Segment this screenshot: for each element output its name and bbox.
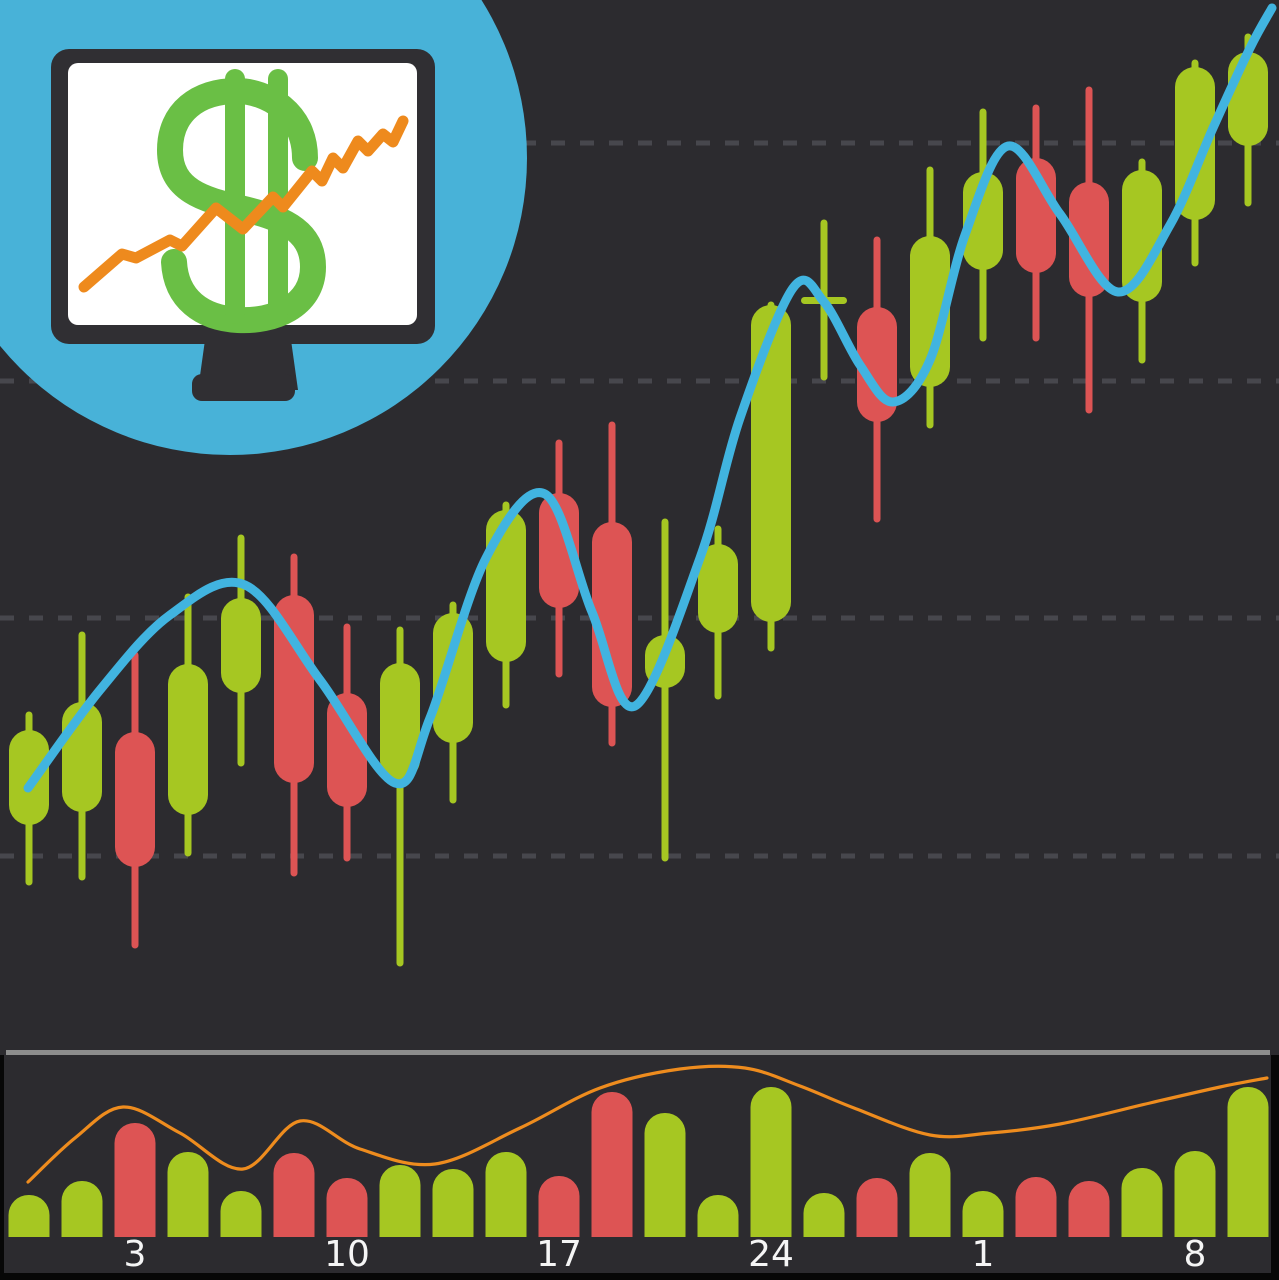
volume-panel — [0, 1050, 1279, 1280]
x-axis-label-1: 1 — [972, 1234, 995, 1275]
candle-body-9 — [486, 510, 526, 662]
volume-bar-21 — [1121, 1168, 1163, 1257]
frame-edges — [0, 1055, 1279, 1280]
candle-body-6 — [327, 693, 367, 807]
volume-trend-line — [26, 1064, 1269, 1184]
volume-bar-23 — [1227, 1087, 1269, 1257]
candle-body-13 — [698, 544, 738, 633]
x-axis-label-24: 24 — [748, 1234, 794, 1275]
candle-body-8 — [433, 613, 473, 743]
volume-bar-3 — [167, 1152, 209, 1257]
candle-body-3 — [168, 664, 208, 815]
candle-body-5 — [274, 595, 314, 783]
candle-body-21 — [1122, 170, 1162, 302]
frame-right-edge — [1271, 1055, 1279, 1280]
volume-bar-17 — [909, 1153, 951, 1257]
candle-body-4 — [221, 598, 261, 693]
candle-body-18 — [963, 172, 1003, 270]
candle-body-22 — [1175, 67, 1215, 220]
volume-baseline-mask — [0, 1237, 1279, 1280]
frame-bottom-edge — [0, 1273, 1279, 1280]
volume-bar-9 — [485, 1152, 527, 1257]
candle-body-2 — [115, 732, 155, 867]
x-axis-label-3: 3 — [124, 1234, 147, 1275]
candle-body-20 — [1069, 182, 1109, 297]
x-axis-label-17: 17 — [536, 1234, 582, 1275]
candle-body-10 — [539, 493, 579, 608]
volume-bar-2 — [114, 1123, 156, 1257]
volume-bar-10 — [538, 1176, 580, 1257]
candle-body-14 — [751, 305, 791, 622]
x-axis-label-8: 8 — [1184, 1234, 1207, 1275]
candle-body-16 — [857, 307, 897, 422]
volume-bar-11 — [591, 1092, 633, 1257]
volume-bar-5 — [273, 1153, 315, 1257]
x-axis-label-10: 10 — [324, 1234, 370, 1275]
monitor-stand-base — [192, 374, 295, 401]
volume-bar-12 — [644, 1113, 686, 1257]
moving-average-line — [23, 3, 1277, 793]
candle-body-17 — [910, 236, 950, 387]
monitor-dollar-trend-icon — [0, 0, 527, 455]
frame-left-edge — [0, 1055, 4, 1280]
candle-body-0 — [9, 730, 49, 825]
candle-body-23 — [1228, 52, 1268, 146]
candle-body-11 — [592, 522, 632, 707]
x-axis-labels: 3 10 17 24 1 8 — [124, 1234, 1207, 1275]
volume-bar-22 — [1174, 1151, 1216, 1257]
volume-bar-14 — [750, 1087, 792, 1257]
candle-body-7 — [380, 663, 420, 780]
volume-separator-line — [6, 1050, 1270, 1055]
volume-bar-7 — [379, 1165, 421, 1257]
badge-trend-line — [78, 115, 409, 293]
volume-bar-8 — [432, 1169, 474, 1257]
